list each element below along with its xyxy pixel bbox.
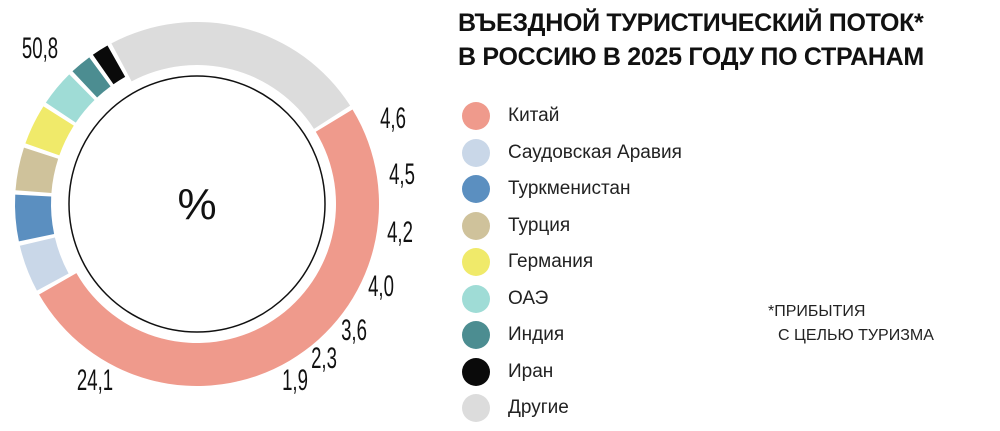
legend-item: Индия: [462, 317, 762, 354]
legend-item: Туркменистан: [462, 171, 762, 208]
donut-inner-ring: [68, 75, 326, 333]
legend-swatch-turkmenistan: [462, 175, 490, 204]
value-label-china: 50,8: [22, 32, 58, 66]
value-label-germany: 4,0: [368, 270, 394, 304]
legend-label: Саудовская Аравия: [508, 141, 682, 163]
value-label-india: 2,3: [311, 342, 337, 376]
legend-swatch-uae: [462, 284, 490, 313]
slice-india: [72, 57, 111, 98]
donut-slices: [15, 21, 379, 386]
legend-label: Другие: [508, 397, 569, 419]
legend-item: Германия: [462, 244, 762, 281]
legend-swatch-germany: [462, 248, 490, 277]
legend-label: Туркменистан: [508, 178, 631, 200]
value-label-turkmenistan: 4,5: [389, 158, 415, 192]
legend-swatch-saudi-arabia: [462, 138, 490, 167]
value-label-uae: 3,6: [341, 314, 367, 348]
slice-uae: [45, 74, 95, 123]
legend-label: Иран: [508, 360, 554, 382]
legend-swatch-turkey: [462, 211, 490, 240]
legend-swatch-iran: [462, 357, 490, 386]
legend-label: ОАЭ: [508, 287, 549, 309]
center-percent-label: %: [177, 180, 216, 229]
donut-chart: % 50,8 4,6 4,5 4,2 4,03,62,31,9 24,1: [15, 21, 415, 398]
value-labels: 50,8 4,6 4,5 4,2 4,03,62,31,9 24,1: [22, 32, 415, 398]
legend-label: Германия: [508, 251, 594, 273]
chart-title: ВЪЕЗДНОЙ ТУРИСТИЧЕСКИЙ ПОТОК* В РОССИЮ В…: [458, 6, 998, 74]
legend-swatch-china: [462, 102, 490, 131]
legend-label: Китай: [508, 105, 560, 127]
value-label-others: 24,1: [77, 364, 113, 398]
legend-swatch-india: [462, 321, 490, 350]
legend-swatch-others: [462, 394, 490, 423]
chart-title-line-2: В РОССИЮ В 2025 ГОДУ ПО СТРАНАМ: [458, 43, 924, 71]
footnote-line-2: С ЦЕЛЬЮ ТУРИЗМА: [778, 327, 934, 344]
slice-turkey: [15, 147, 59, 193]
legend: Китай Саудовская Аравия Туркменистан Тур…: [462, 98, 762, 427]
value-label-turkey: 4,2: [387, 216, 413, 250]
legend-item: Турция: [462, 208, 762, 245]
slice-iran: [92, 45, 126, 85]
value-label-iran: 1,9: [282, 364, 308, 398]
slice-germany: [25, 106, 74, 156]
footnote-line-1: *ПРИБЫТИЯ: [768, 303, 866, 320]
footnote: *ПРИБЫТИЯ С ЦЕЛЬЮ ТУРИЗМА: [768, 300, 988, 348]
legend-item: ОАЭ: [462, 281, 762, 318]
slice-china: [39, 109, 379, 386]
slice-turkmenistan: [15, 194, 55, 242]
legend-item: Китай: [462, 98, 762, 135]
legend-label: Турция: [508, 214, 571, 236]
slice-saudi-arabia: [19, 237, 69, 291]
slice-others: [111, 21, 351, 129]
legend-item: Другие: [462, 390, 762, 427]
legend-item: Саудовская Аравия: [462, 135, 762, 172]
legend-label: Индия: [508, 324, 565, 346]
legend-item: Иран: [462, 354, 762, 391]
value-label-saudi-arabia: 4,6: [380, 102, 406, 136]
chart-title-line-1: ВЪЕЗДНОЙ ТУРИСТИЧЕСКИЙ ПОТОК*: [458, 9, 924, 37]
